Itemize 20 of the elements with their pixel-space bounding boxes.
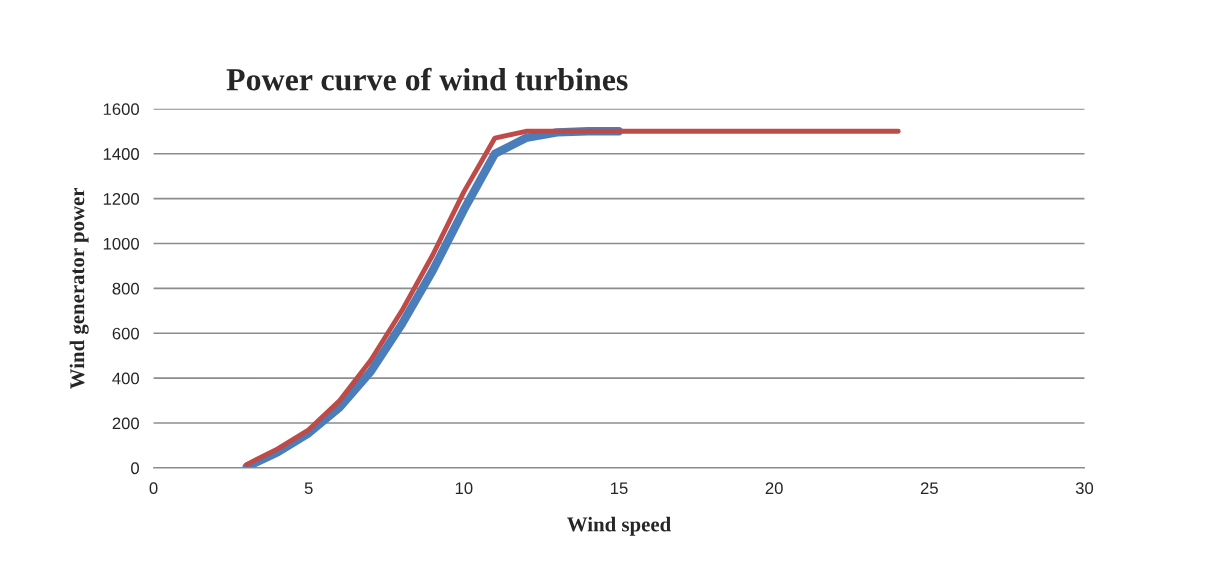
y-axis-title: Wind generator power <box>69 187 89 389</box>
y-tick-label: 0 <box>131 462 139 475</box>
y-tick-label: 1600 <box>103 103 140 116</box>
line-series <box>244 128 901 467</box>
y-tick-label: 1000 <box>103 237 140 250</box>
x-tick-label: 30 <box>1075 482 1094 495</box>
x-axis-title: Wind speed <box>567 516 671 536</box>
chart-title: Power curve of wind turbines <box>226 67 628 91</box>
x-tick-label: 0 <box>149 482 158 495</box>
y-tick-label: 200 <box>112 417 140 430</box>
y-tick-label: 400 <box>112 372 140 385</box>
x-tick-label: 20 <box>765 482 783 495</box>
x-tick-label: 25 <box>920 482 938 495</box>
y-tick-label: 1400 <box>103 148 140 160</box>
x-tick-label: 5 <box>304 482 313 495</box>
y-tick-label: 600 <box>112 327 140 340</box>
y-tick-label: 1200 <box>103 193 140 205</box>
x-tick-label: 10 <box>455 482 473 495</box>
y-tick-label: 800 <box>112 282 140 295</box>
x-tick-label: 15 <box>611 482 628 495</box>
